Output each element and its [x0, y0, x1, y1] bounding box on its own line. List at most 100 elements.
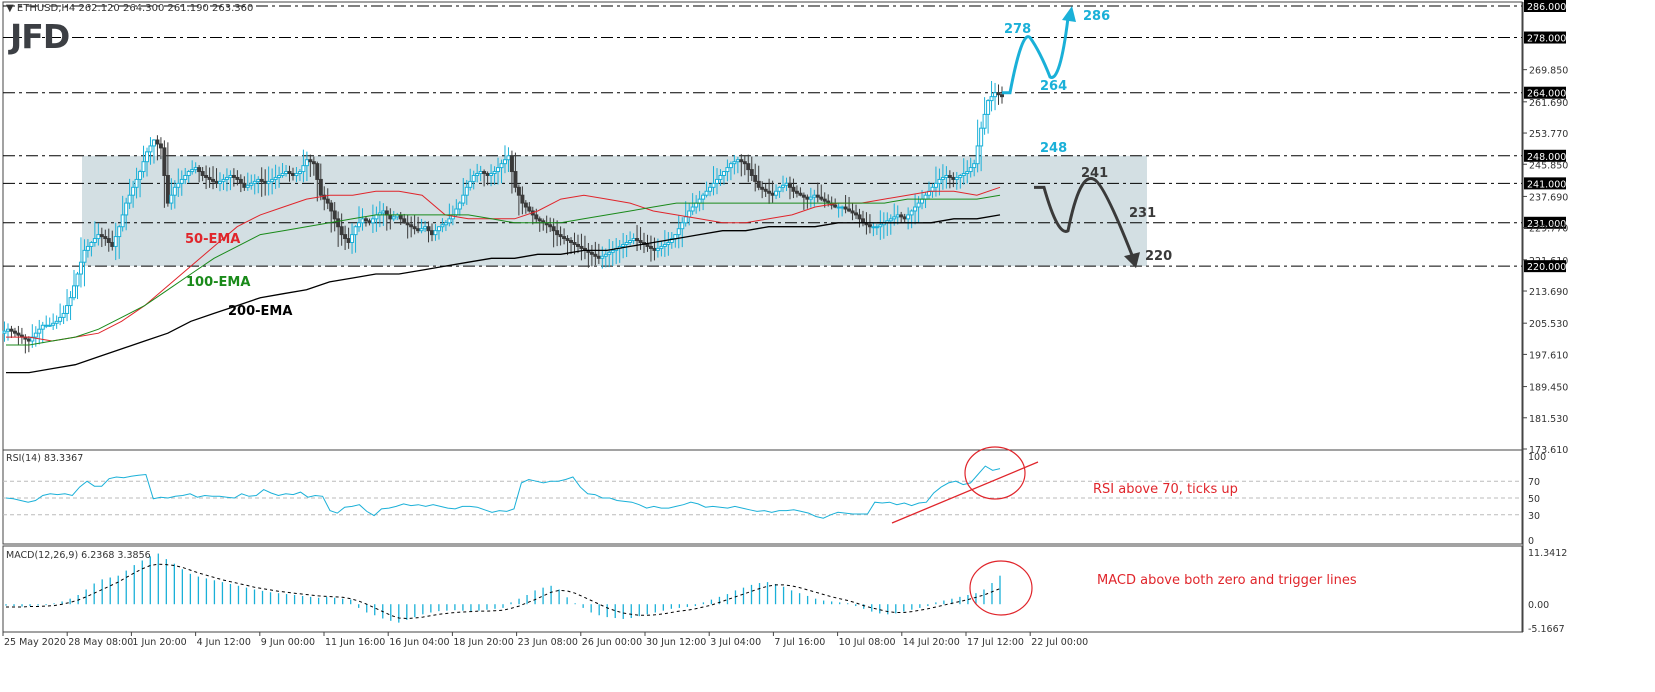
candle-body — [370, 218, 375, 224]
symbol-text: ETHUSD,H4 262.120 264.300 261.190 263.36… — [16, 3, 254, 14]
candle-body — [120, 214, 125, 228]
candle-body — [384, 210, 389, 216]
candle-body — [51, 322, 56, 326]
candle-body — [409, 224, 414, 228]
candle-body — [284, 171, 289, 175]
candle-body — [30, 336, 35, 342]
candle-body — [815, 194, 820, 198]
candle-body — [916, 202, 921, 208]
candle-body — [933, 182, 938, 188]
price-level-badge — [1524, 260, 1566, 273]
candle-body — [489, 173, 494, 176]
candle-body — [148, 145, 153, 153]
rsi-tick-label: 30 — [1528, 511, 1540, 522]
candle-body — [325, 198, 330, 204]
candle-body — [475, 173, 480, 176]
candle-body — [555, 230, 560, 236]
candle-body — [423, 226, 428, 230]
candle-body — [350, 234, 355, 243]
candle-body — [808, 196, 813, 200]
candle-body — [172, 186, 177, 196]
candle-body — [958, 174, 963, 178]
candle-body — [16, 332, 21, 336]
candle-body — [499, 163, 504, 169]
candle-body — [972, 163, 977, 169]
candle-body — [44, 324, 49, 327]
candle-body — [353, 226, 358, 236]
candle-body — [965, 171, 970, 175]
candle-body — [252, 180, 257, 184]
price-level-badge — [1524, 31, 1566, 44]
candle-body — [207, 176, 212, 180]
candle-body — [151, 139, 156, 147]
target-241: 241 — [1081, 166, 1109, 181]
time-tick-label: 16 Jun 04:00 — [389, 637, 449, 648]
candle-body — [214, 180, 219, 184]
candle-body — [12, 330, 17, 334]
time-tick-label: 22 Jul 00:00 — [1031, 637, 1088, 648]
candle-body — [169, 194, 174, 204]
rsi-tick-label: 0 — [1528, 536, 1534, 547]
candle-body — [37, 328, 42, 334]
candle-body — [697, 198, 702, 204]
candle-body — [687, 210, 692, 218]
candle-body — [610, 249, 615, 253]
candle-body — [847, 208, 852, 212]
candle-body — [224, 176, 229, 180]
candle-body — [158, 143, 163, 149]
candle-body — [892, 216, 897, 220]
price-tick-label: 197.610 — [1529, 350, 1568, 361]
candle-body — [951, 176, 956, 180]
price-level-text: 278.000 — [1527, 34, 1566, 45]
price-tick-label: 189.450 — [1529, 383, 1568, 394]
candle-body — [242, 182, 247, 188]
candle-body — [770, 192, 775, 196]
candle-body — [913, 206, 918, 212]
candle-body — [878, 224, 883, 228]
candle-body — [711, 182, 716, 188]
candle-body — [746, 163, 751, 171]
candle-body — [537, 218, 542, 222]
candle-body — [551, 226, 556, 232]
candle-body — [857, 214, 862, 220]
candle-body — [968, 167, 973, 173]
candle-body — [270, 178, 275, 182]
candle-body — [426, 226, 431, 232]
rsi-tick-label: 100 — [1528, 452, 1546, 463]
candle-body — [217, 180, 222, 184]
candle-body — [721, 171, 726, 176]
candle-body — [464, 186, 469, 196]
candle-body — [193, 167, 198, 171]
collapse-triangle-icon[interactable]: ▼ — [6, 3, 14, 14]
candle-body — [989, 96, 994, 102]
candle-body — [440, 224, 445, 228]
price-level-text: 241.000 — [1527, 179, 1566, 190]
ema-line-200-EMA — [6, 214, 1001, 374]
target-278: 278 — [1004, 22, 1032, 37]
candle-body — [211, 178, 216, 182]
candle-body — [416, 228, 421, 232]
candle-body — [468, 180, 473, 188]
candle-body — [145, 151, 150, 163]
price-tick-label: 181.530 — [1529, 414, 1568, 425]
candle-body — [603, 253, 608, 257]
candle-body — [940, 176, 945, 180]
candle-body — [569, 240, 574, 243]
candle-body — [895, 214, 900, 218]
candle-body — [388, 214, 393, 220]
jfd-logo: JFD — [10, 17, 70, 56]
candle-body — [562, 236, 567, 240]
candle-body — [179, 178, 184, 184]
target-220: 220 — [1145, 249, 1173, 264]
candle-body — [760, 186, 765, 190]
candle-body — [579, 245, 584, 249]
candle-body — [867, 224, 872, 228]
price-level-badge — [1524, 177, 1566, 190]
candle-body — [565, 238, 570, 242]
candle-body — [784, 182, 789, 186]
candle-body — [548, 224, 553, 228]
candle-body — [75, 273, 80, 287]
price-tick-label: 229.770 — [1529, 224, 1568, 235]
candle-body — [982, 113, 987, 129]
